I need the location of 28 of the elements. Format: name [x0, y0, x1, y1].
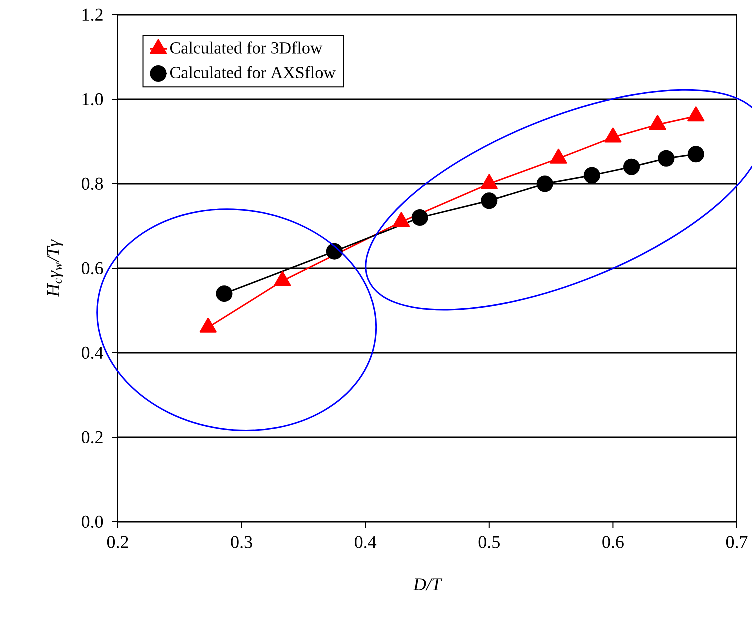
point — [481, 192, 498, 210]
y-axis-title: H$_{c}$γ$_{w}$/Tγ — [47, 240, 64, 298]
point — [584, 167, 600, 184]
point — [649, 115, 666, 130]
y-tick-label: 0.4 — [82, 346, 104, 360]
point — [412, 210, 428, 226]
y-tick-label: 1.2 — [82, 8, 103, 22]
y-tick-label: 0.6 — [82, 262, 104, 275]
x-tick-label: 0.7 — [726, 536, 748, 548]
point — [688, 106, 705, 122]
x-tick-label: 0.2 — [107, 536, 128, 548]
x-axis-title: D/T — [413, 578, 443, 591]
point — [216, 286, 233, 302]
point — [688, 146, 704, 163]
x-tick-label: 0.4 — [355, 536, 377, 548]
point — [604, 128, 622, 143]
y-tick-label: 1.0 — [82, 93, 104, 106]
point — [536, 176, 554, 192]
legend-label: Calculated for AXSflow — [170, 66, 336, 79]
y-tick-label: 0.0 — [82, 516, 104, 528]
x-tick-label: 0.5 — [478, 536, 500, 548]
x-tick-label: 0.6 — [602, 536, 624, 548]
point — [658, 150, 675, 167]
x-tick-label: 0.3 — [231, 536, 252, 548]
y-tick-label: 0.2 — [82, 431, 103, 444]
y-tick-label: 0.8 — [82, 178, 104, 190]
legend-label: Calculated for 3Dflow — [170, 42, 323, 54]
point — [624, 158, 640, 176]
